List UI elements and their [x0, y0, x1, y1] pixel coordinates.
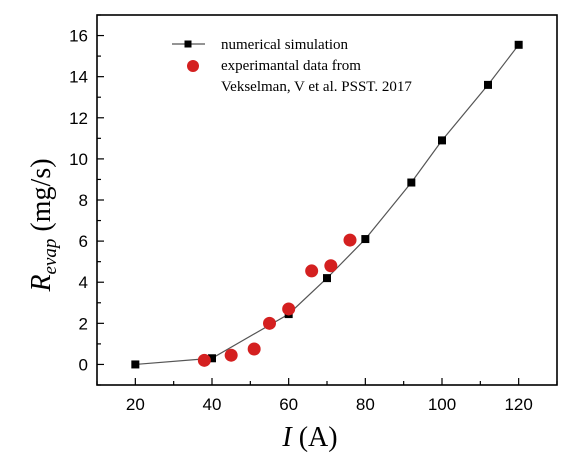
y-tick-label: 16: [69, 27, 88, 46]
x-axis-title: I (A): [281, 422, 337, 453]
legend-label-experiment: experimantal data from: [221, 58, 361, 74]
data-point-circle: [282, 302, 296, 316]
data-point-circle: [305, 264, 319, 278]
x-tick-label: 40: [203, 395, 222, 414]
x-tick-label: 60: [279, 395, 298, 414]
y-axis-unit: (mg/s): [26, 158, 57, 238]
y-tick-label: 2: [79, 314, 88, 333]
x-tick-label: 20: [126, 395, 145, 414]
y-tick-label: 10: [69, 150, 88, 169]
data-point-circle: [197, 353, 211, 367]
data-point-square: [438, 136, 446, 145]
data-point-square: [407, 178, 416, 187]
y-axis-subscript: evap: [40, 239, 61, 275]
data-point-square: [131, 360, 140, 369]
data-point-circle: [324, 259, 338, 273]
data-point-square: [514, 40, 523, 49]
data-point-square: [208, 354, 216, 363]
data-point-circle: [247, 342, 261, 356]
data-point-circle: [224, 348, 238, 362]
series: [131, 40, 523, 369]
legend-circle-marker: [187, 60, 199, 72]
legend-label-experiment-line2: Vekselman, V et al. PSST. 2017: [221, 79, 412, 95]
legend: numerical simulation experimantal data f…: [172, 37, 412, 95]
legend-square-marker: [184, 40, 192, 48]
y-tick-label: 6: [79, 232, 88, 251]
x-axis-unit: (A): [292, 422, 338, 453]
x-tick-label: 80: [356, 395, 375, 414]
tick-labels: 20 40 60 80 100 120 0 2 4 6 8 10 12 14 16: [69, 27, 533, 414]
data-point-square: [323, 274, 331, 283]
x-axis-symbol: I: [281, 422, 293, 453]
y-tick-label: 0: [79, 355, 88, 374]
data-point-circle: [263, 316, 276, 330]
y-tick-label: 4: [79, 273, 88, 292]
data-point-square: [484, 80, 492, 89]
data-point-circle: [343, 233, 357, 247]
x-tick-label: 100: [428, 395, 456, 414]
y-tick-label: 12: [69, 109, 88, 128]
y-tick-label: 14: [69, 68, 88, 87]
legend-label-simulation: numerical simulation: [221, 37, 349, 53]
y-axis-title: Revap (mg/s): [26, 158, 61, 292]
x-tick-label: 120: [504, 395, 532, 414]
series-experiment: [197, 233, 357, 367]
y-axis-symbol: R: [26, 274, 57, 292]
y-tick-label: 8: [79, 191, 88, 210]
data-point-square: [361, 235, 370, 244]
tick-marks: [96, 14, 558, 386]
